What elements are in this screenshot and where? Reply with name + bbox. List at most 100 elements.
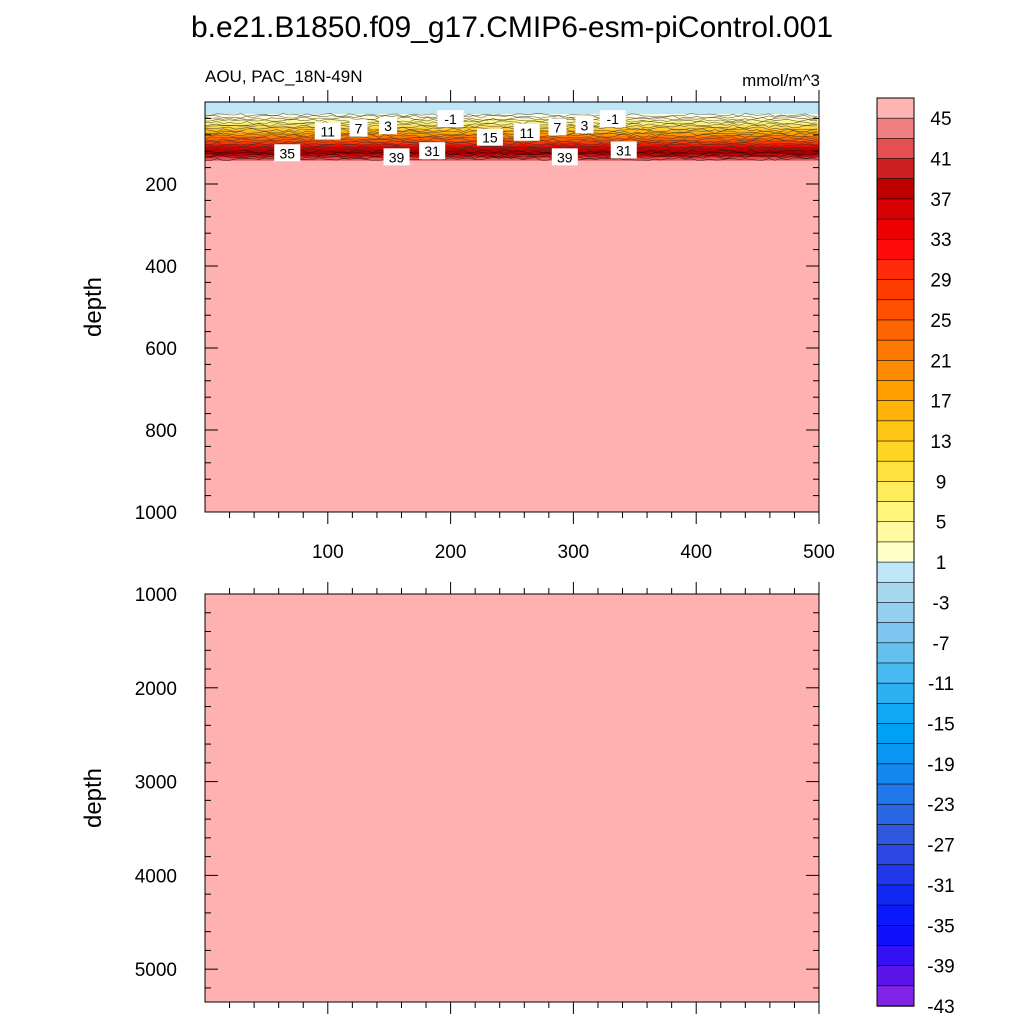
colorbar-swatch [876, 360, 915, 382]
surface-band [205, 149, 819, 153]
colorbar-swatch [876, 440, 915, 462]
contour-label: 31 [424, 143, 440, 159]
top-plot-area [205, 102, 819, 512]
contour-line [204, 139, 818, 144]
colorbar: 45 41 37 33 29 25 21 17 13 9 5 1 -3 -7 -11 -15 -19 -23 -27… [876, 97, 955, 1018]
top-ytick-label: 400 [145, 257, 177, 278]
bottom-ytick-label: 2000 [135, 679, 177, 700]
contour-label-box [437, 110, 464, 128]
top-ylabel: depth [80, 277, 107, 337]
contour-label-box [419, 142, 446, 160]
colorbar-label: -3 [933, 593, 950, 614]
colorbar-label: 1 [936, 553, 947, 574]
colorbar-label: -27 [927, 836, 954, 857]
contour-label: 39 [389, 149, 405, 165]
colorbar-swatch [876, 622, 915, 644]
colorbar-label: 41 [930, 150, 951, 171]
surface-band [205, 151, 819, 156]
contour-line [204, 118, 818, 123]
colorbar-swatch [876, 743, 915, 765]
colorbar-swatch [876, 541, 915, 563]
colorbar-swatch [876, 824, 915, 846]
contour-label-box [314, 122, 341, 140]
contour-label-box [274, 144, 301, 162]
contour-line [204, 143, 818, 148]
colorbar-frame [876, 97, 915, 1007]
colorbar-swatch [876, 339, 915, 362]
top-xtick-label: 400 [680, 542, 712, 563]
colorbar-swatch [876, 884, 915, 906]
contour-label-box [575, 116, 594, 134]
bottom-ytick-label: 1000 [135, 585, 177, 606]
bottom-ytick-label: 5000 [135, 960, 177, 981]
top-ytick-label: 200 [145, 175, 177, 196]
surface-band [205, 130, 819, 134]
top-ytick-label: 800 [145, 421, 177, 442]
colorbar-label: -39 [927, 957, 954, 978]
upper-panel: 35 11 7 3 -1 15 11 7 3 -1 39 31 39 31 200 400 600 800 1000… [80, 90, 835, 563]
contour-line [204, 155, 818, 160]
top-xtick-label: 500 [803, 542, 835, 563]
contour-label: 7 [554, 119, 562, 135]
contour-line [204, 114, 818, 119]
colorbar-swatch [876, 602, 915, 624]
surface-band [205, 138, 819, 142]
contour-line [204, 147, 818, 152]
colorbar-label: -11 [928, 674, 954, 695]
contour-line [204, 151, 818, 156]
colorbar-label: 29 [930, 271, 951, 292]
colorbar-swatch [876, 703, 915, 725]
top-ytick-label: 1000 [135, 503, 177, 524]
contour-label: 3 [581, 117, 589, 133]
contour-line [204, 136, 818, 140]
contour-label: 15 [482, 130, 498, 146]
colorbar-swatch [876, 662, 915, 684]
surface-band [205, 157, 819, 161]
contour-label: 3 [384, 118, 392, 134]
contour-label: 11 [321, 124, 336, 140]
colorbar-label: 9 [936, 472, 947, 493]
colorbar-swatch [876, 420, 915, 442]
contour-line [204, 132, 818, 137]
contour-line [204, 126, 818, 131]
colorbar-swatch [876, 723, 915, 745]
colorbar-label: -7 [933, 634, 950, 655]
colorbar-swatch [876, 581, 915, 604]
colorbar-swatch [876, 198, 915, 220]
colorbar-swatch [876, 299, 915, 321]
colorbar-swatch [876, 904, 915, 926]
colorbar-swatch [876, 763, 915, 785]
colorbar-label: -31 [927, 876, 954, 897]
surface-band [205, 119, 819, 123]
colorbar-swatch [876, 178, 915, 200]
colorbar-swatch [876, 642, 915, 664]
colorbar-label: -23 [927, 795, 954, 816]
colorbar-swatch [876, 501, 915, 523]
top-xtick-label: 200 [435, 542, 467, 563]
bottom-ytick-label: 4000 [135, 866, 177, 887]
contour-label-box [383, 148, 410, 166]
colorbar-swatch [876, 218, 915, 240]
colorbar-swatch [876, 561, 915, 583]
colorbar-label: 45 [930, 109, 951, 130]
colorbar-swatch [876, 803, 915, 826]
colorbar-label: -15 [927, 715, 954, 736]
contour-label: -1 [444, 111, 457, 127]
contour-label-box [599, 110, 626, 128]
colorbar-swatch [876, 521, 915, 543]
bottom-plot-area [205, 594, 819, 1002]
contour-line [205, 137, 818, 142]
surface-band [205, 143, 819, 148]
contour-label-box [513, 123, 540, 141]
contour-label: 39 [557, 149, 573, 165]
contour-label-box [548, 118, 567, 136]
colorbar-label: -35 [927, 916, 954, 937]
colorbar-swatch [876, 97, 915, 119]
contour-line [204, 134, 818, 138]
colorbar-label: 25 [930, 311, 951, 332]
contour-line [204, 122, 818, 127]
contour-label: 11 [519, 125, 534, 141]
colorbar-label: 13 [930, 432, 951, 453]
contour-label-box [349, 119, 368, 137]
